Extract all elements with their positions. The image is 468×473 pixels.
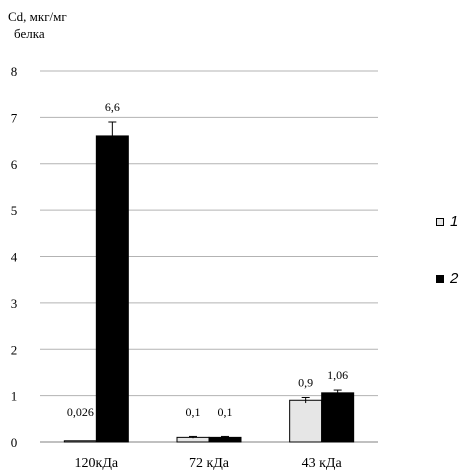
y-tick-label: 8	[11, 64, 18, 79]
data-label: 1,06	[327, 368, 348, 382]
data-label: 0,026	[67, 405, 94, 419]
y-tick-label: 3	[11, 296, 18, 311]
y-axis-title-line1: Cd, мкг/мг	[8, 9, 67, 24]
legend-item-1: 1	[436, 213, 458, 230]
bar	[321, 392, 355, 443]
data-label: 0,1	[186, 405, 201, 419]
bar	[289, 399, 323, 443]
legend-swatch-1	[436, 217, 444, 226]
y-tick-label: 7	[11, 110, 18, 125]
legend-swatch-2	[436, 274, 444, 283]
data-label: 6,6	[105, 100, 120, 114]
y-tick-label: 2	[11, 342, 18, 357]
bar	[63, 440, 97, 443]
y-tick-label: 0	[11, 435, 18, 450]
x-category-label: 43 кДа	[302, 456, 343, 471]
y-tick-label: 1	[11, 389, 18, 404]
x-category-label: 72 кДа	[189, 456, 230, 471]
legend-label-2: 2	[450, 270, 459, 287]
y-tick-label: 5	[11, 203, 18, 218]
legend-item-2: 2	[436, 270, 458, 287]
data-label: 0,9	[298, 375, 313, 389]
x-category-label: 120кДа	[75, 456, 119, 471]
legend-label-1: 1	[450, 213, 459, 230]
data-label: 0,1	[218, 405, 233, 419]
y-tick-label: 6	[11, 157, 18, 172]
bar	[95, 135, 129, 443]
y-axis-title-line2: белка	[14, 26, 45, 41]
y-tick-label: 4	[11, 250, 18, 265]
y-axis-title: Cd, мкг/мг белка	[8, 8, 67, 42]
